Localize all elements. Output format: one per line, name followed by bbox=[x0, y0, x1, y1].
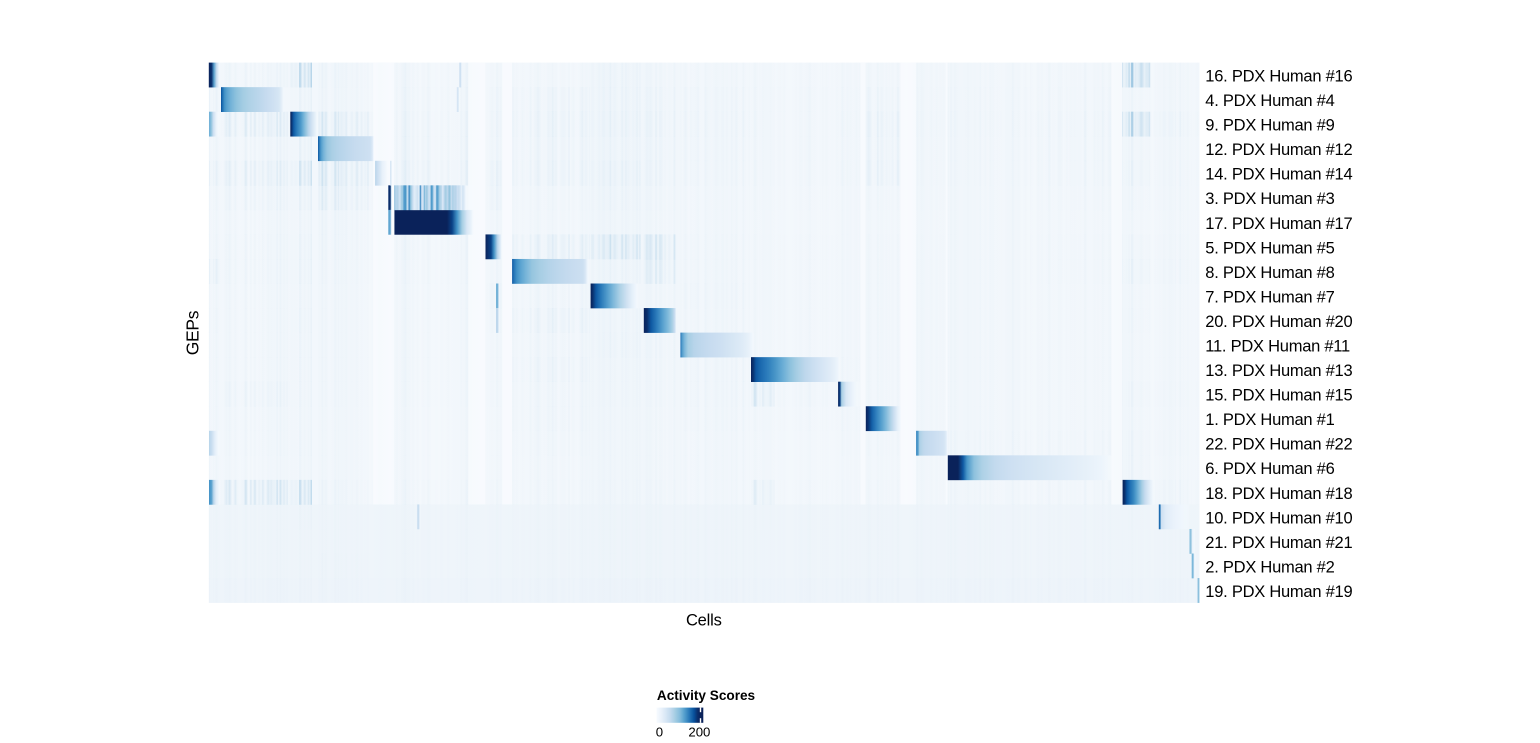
svg-text:4. PDX Human #4: 4. PDX Human #4 bbox=[1205, 92, 1334, 110]
svg-text:9. PDX Human #9: 9. PDX Human #9 bbox=[1205, 117, 1334, 135]
svg-text:17. PDX Human #17: 17. PDX Human #17 bbox=[1205, 215, 1352, 233]
svg-text:21. PDX Human #21: 21. PDX Human #21 bbox=[1205, 534, 1352, 552]
svg-text:18. PDX Human #18: 18. PDX Human #18 bbox=[1205, 485, 1352, 503]
svg-text:8. PDX Human #8: 8. PDX Human #8 bbox=[1205, 264, 1334, 282]
svg-text:19. PDX Human #19: 19. PDX Human #19 bbox=[1205, 583, 1352, 601]
svg-text:2. PDX Human #2: 2. PDX Human #2 bbox=[1205, 558, 1334, 576]
svg-text:Cells: Cells bbox=[686, 612, 722, 630]
svg-text:200: 200 bbox=[688, 724, 710, 739]
svg-text:GEPs: GEPs bbox=[183, 310, 203, 355]
svg-text:11. PDX Human #11: 11. PDX Human #11 bbox=[1205, 337, 1350, 355]
svg-text:20. PDX Human #20: 20. PDX Human #20 bbox=[1205, 313, 1352, 331]
svg-text:1. PDX Human #1: 1. PDX Human #1 bbox=[1205, 411, 1334, 429]
svg-text:14. PDX Human #14: 14. PDX Human #14 bbox=[1205, 166, 1352, 184]
svg-text:6. PDX Human #6: 6. PDX Human #6 bbox=[1205, 460, 1334, 478]
svg-text:7. PDX Human #7: 7. PDX Human #7 bbox=[1205, 288, 1334, 306]
svg-text:Activity Scores: Activity Scores bbox=[657, 688, 755, 703]
svg-text:13. PDX Human #13: 13. PDX Human #13 bbox=[1205, 362, 1352, 380]
svg-text:0: 0 bbox=[656, 724, 663, 739]
svg-text:12. PDX Human #12: 12. PDX Human #12 bbox=[1205, 141, 1352, 159]
svg-text:16. PDX Human #16: 16. PDX Human #16 bbox=[1205, 67, 1352, 85]
svg-text:22. PDX Human #22: 22. PDX Human #22 bbox=[1205, 436, 1352, 454]
svg-text:10. PDX Human #10: 10. PDX Human #10 bbox=[1205, 509, 1352, 527]
svg-text:3. PDX Human #3: 3. PDX Human #3 bbox=[1205, 190, 1334, 208]
svg-text:15. PDX Human #15: 15. PDX Human #15 bbox=[1205, 387, 1352, 405]
svg-text:5. PDX Human #5: 5. PDX Human #5 bbox=[1205, 239, 1334, 257]
